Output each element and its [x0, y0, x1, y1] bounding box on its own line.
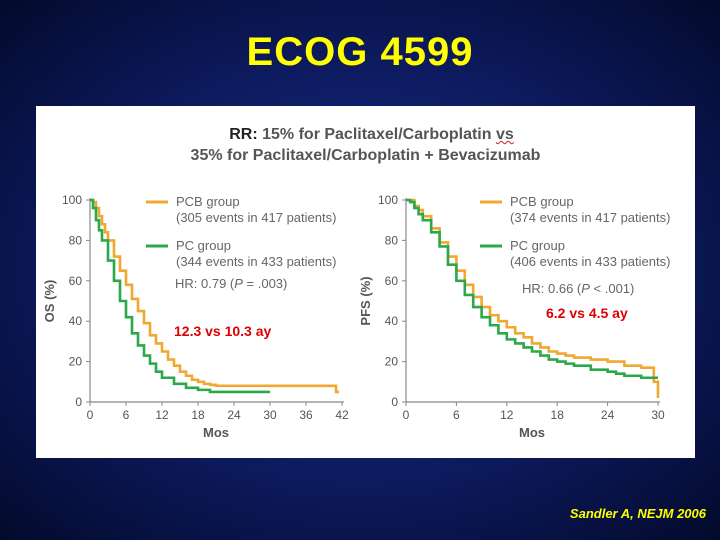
os-x-tick-label: 42 — [335, 408, 349, 422]
pfs-y-axis-label: PFS (%) — [358, 276, 373, 325]
os-legend-sublabel: (344 events in 433 patients) — [176, 254, 336, 269]
pfs-series-pcb-line — [406, 198, 660, 398]
pfs-x-axis-label: Mos — [519, 425, 545, 440]
pfs-y-tick-label: 0 — [391, 395, 398, 409]
pfs-x-tick-label: 30 — [651, 408, 665, 422]
os-y-tick-label: 20 — [69, 355, 83, 369]
os-median-annotation: 12.3 vs 10.3 ay — [174, 323, 272, 339]
os-legend-label: PCB group — [176, 194, 240, 209]
pfs-x-tick-label: 6 — [453, 408, 460, 422]
os-series-pc-line — [90, 198, 270, 394]
os-x-tick-label: 18 — [191, 408, 205, 422]
os-y-tick-label: 40 — [69, 314, 83, 328]
os-x-axis-label: Mos — [203, 425, 229, 440]
os-x-tick-label: 30 — [263, 408, 277, 422]
os-y-tick-label: 100 — [62, 193, 82, 207]
os-legend-sublabel: (305 events in 417 patients) — [176, 210, 336, 225]
pfs-legend-label: PCB group — [510, 194, 574, 209]
pfs-x-tick-label: 0 — [403, 408, 410, 422]
os-y-axis-label: OS (%) — [42, 280, 57, 323]
pfs-median-annotation: 6.2 vs 4.5 ay — [546, 305, 628, 321]
heading-vs-word: vs — [495, 126, 514, 143]
pfs-legend-sublabel: (374 events in 417 patients) — [510, 210, 670, 225]
pfs-hazard-ratio: HR: 0.66 (P < .001) — [522, 281, 634, 296]
pfs-y-tick-label: 80 — [385, 233, 399, 247]
pfs-x-tick-label: 12 — [500, 408, 514, 422]
os-x-tick-label: 0 — [87, 408, 94, 422]
citation: Sandler A, NEJM 2006 — [569, 506, 706, 521]
pfs-legend-sublabel: (406 events in 433 patients) — [510, 254, 670, 269]
pfs-y-tick-label: 20 — [385, 355, 399, 369]
pfs-y-tick-label: 40 — [385, 314, 399, 328]
slide-title: ECOG 4599 — [246, 30, 474, 74]
figure-panel: RR: 15% for Paclitaxel/Carboplatin vs 35… — [36, 106, 695, 458]
heading-rr-prefix: RR: — [229, 126, 258, 143]
figure-heading-line1: RR: 15% for Paclitaxel/Carboplatin vs — [36, 126, 695, 144]
os-legend-label: PC group — [176, 238, 231, 253]
os-x-tick-label: 6 — [123, 408, 130, 422]
pfs-y-tick-label: 100 — [378, 193, 398, 207]
figure-heading-line2: 35% for Paclitaxel/Carboplatin + Bevaciz… — [190, 147, 541, 164]
os-y-tick-label: 0 — [75, 395, 82, 409]
os-x-tick-label: 36 — [299, 408, 313, 422]
os-hazard-ratio: HR: 0.79 (P = .003) — [175, 276, 287, 291]
pfs-x-tick-label: 24 — [601, 408, 615, 422]
heading-line1-text: 15% for Paclitaxel/Carboplatin — [257, 126, 496, 143]
pfs-y-tick-label: 60 — [385, 274, 399, 288]
pfs-x-tick-label: 18 — [551, 408, 565, 422]
pfs-series-pc-line — [406, 198, 658, 380]
pfs-legend-label: PC group — [510, 238, 565, 253]
os-y-tick-label: 60 — [69, 274, 83, 288]
os-series-pcb-line — [90, 198, 339, 394]
os-y-tick-label: 80 — [69, 233, 83, 247]
os-x-tick-label: 24 — [227, 408, 241, 422]
os-x-tick-label: 12 — [155, 408, 169, 422]
